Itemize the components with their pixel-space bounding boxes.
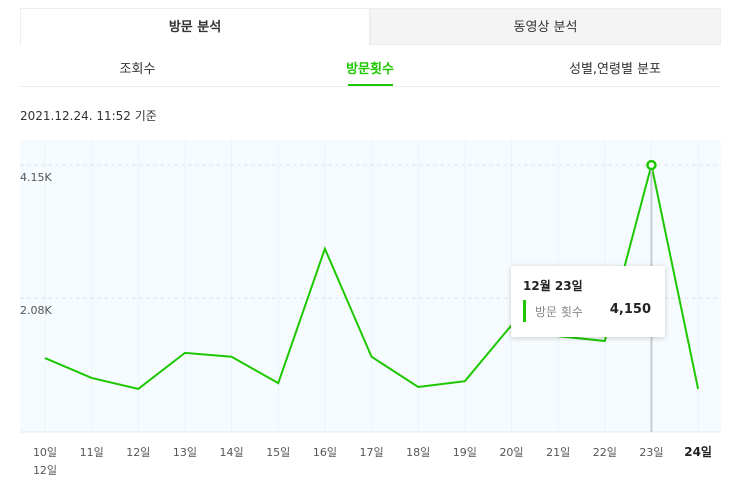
x-tick-label: 12일 xyxy=(126,445,150,459)
y-tick-label: 4.15K xyxy=(20,171,52,184)
x-tick-label: 24일 xyxy=(684,445,712,459)
tooltip-value: 4,150 xyxy=(609,302,651,317)
x-tick-label: 15일 xyxy=(266,445,290,459)
subtab[interactable]: 조회수 xyxy=(119,62,156,77)
x-tick-label: 22일 xyxy=(593,445,617,459)
subtab[interactable]: 방문횟수 xyxy=(346,62,394,77)
x-tick-label: 16일 xyxy=(313,445,337,459)
tooltip-swatch xyxy=(523,300,526,322)
subtab[interactable]: 성별,연령별 분포 xyxy=(569,62,661,77)
x-tick-label: 21일 xyxy=(546,445,570,459)
x-tick-label: 17일 xyxy=(359,445,383,459)
x-tick-label: 19일 xyxy=(453,445,477,459)
hover-point xyxy=(646,159,657,171)
tab[interactable]: 방문 분석 xyxy=(20,8,370,45)
x-tick-label: 13일 xyxy=(173,445,197,459)
series-line xyxy=(44,164,700,390)
tooltip-title: 12월 23일 xyxy=(523,279,583,293)
tab[interactable]: 동영상 분석 xyxy=(370,8,721,45)
x-tick-label: 20일 xyxy=(499,445,523,459)
x-tick-label: 23일 xyxy=(639,445,663,459)
divider xyxy=(20,86,721,87)
x-tick-label: 10일 xyxy=(33,445,57,459)
timestamp: 2021.12.24. 11:52 기준 xyxy=(20,109,157,123)
tooltip-label: 방문 횟수 xyxy=(535,305,583,319)
x-tick-label: 18일 xyxy=(406,445,430,459)
x-tick-label: 11일 xyxy=(80,445,104,459)
x-tick-label: 14일 xyxy=(220,445,244,459)
active-underline xyxy=(348,84,393,86)
tooltip: 12월 23일 방문 횟수 4,150 xyxy=(511,266,665,337)
y-tick-label: 2.08K xyxy=(20,304,52,317)
x-sublabel: 12일 xyxy=(33,463,57,477)
